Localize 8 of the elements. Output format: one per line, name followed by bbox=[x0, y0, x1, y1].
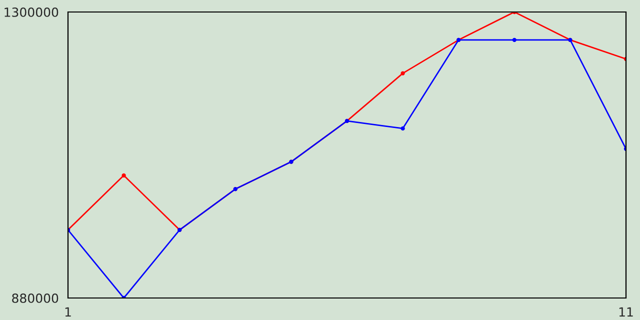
point bbox=[122, 173, 126, 178]
point bbox=[400, 126, 405, 131]
point bbox=[512, 38, 516, 42]
y-tick-label: 880000 bbox=[12, 293, 58, 303]
x-tick-label: 1 bbox=[65, 307, 71, 317]
x-tick-label: 11 bbox=[619, 307, 633, 317]
y-tick-label: 1300000 bbox=[4, 7, 58, 17]
point bbox=[400, 71, 405, 76]
